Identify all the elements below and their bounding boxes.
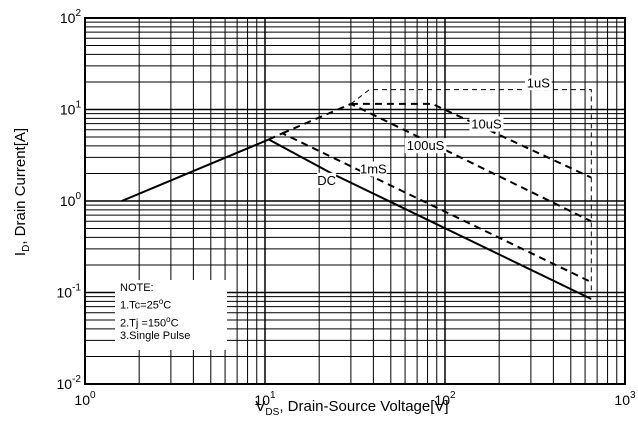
series-line-dc [121,138,592,300]
x-tick-label: 100 [74,390,96,408]
y-tick-label: 102 [60,8,82,26]
series-line-10us [350,102,592,179]
y-axis-label-sub: D [21,244,32,252]
curve-label: DC [317,173,336,188]
series-layer [121,89,592,300]
curve-labels: DC 1mS 100uS 10uS 1uS [317,75,552,188]
y-axis-label-rest: , Drain Current[A] [12,127,29,245]
y-tick-label: 100 [60,191,82,209]
grid [85,18,625,384]
x-tick-label: 102 [434,390,456,408]
y-tick-label: 101 [60,100,82,118]
y-axis-label-wrap: ID, Drain Current[A] [0,0,40,433]
curve-label: 1uS [527,75,550,90]
note-box: NOTE: 1.Tc=25oC 2.Tj =150oC 3.Single Pul… [115,280,227,350]
curve-label-bg [360,161,387,177]
curve-label-bg [469,116,504,132]
note-line-2: 2.Tj =150oC [120,314,179,330]
note-line-3: 3.Single Pulse [120,330,191,343]
y-tick-label: 10-1 [57,283,82,301]
x-axis-label-sub: DS [265,407,280,418]
x-axis-label: VDS, Drain-Source Voltage[V] [255,398,448,418]
tick-labels: 100 101 102 103 10-2 10-1 100 101 102 [57,8,636,408]
x-axis-label-main: V [255,398,266,415]
curve-label-bg [404,138,447,154]
x-axis-label-rest: , Drain-Source Voltage[V] [279,398,449,415]
curve-label-bg [525,75,552,91]
note-line-1: 1.Tc=25oC [120,297,172,312]
plot-frame [84,17,626,385]
y-axis-label-main: I [12,251,29,257]
x-tick-label: 103 [614,390,636,408]
series-line-1us [350,89,592,293]
note-title: NOTE: [120,282,154,294]
y-tick-label: 10-2 [57,374,82,392]
curve-label: 1mS [360,161,387,176]
series-line-1ms [268,132,592,284]
curve-label: 10uS [471,116,502,131]
curve-label: 100uS [407,138,445,153]
curve-label-bg [317,172,337,188]
x-tick-label: 101 [254,390,276,408]
y-axis-label: ID, Drain Current[A] [12,128,32,256]
